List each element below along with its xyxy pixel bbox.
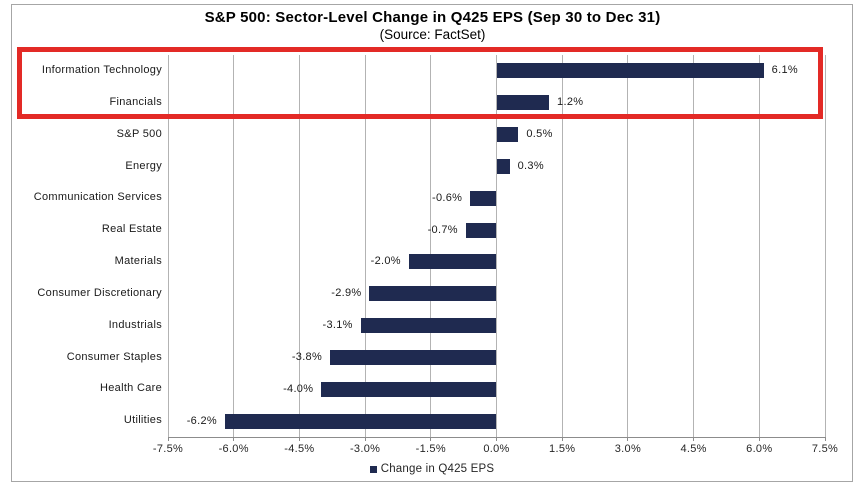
axis-tick — [693, 437, 695, 441]
value-label: -3.1% — [322, 319, 353, 332]
category-label: Communication Services — [33, 191, 162, 204]
category-label: Consumer Staples — [66, 350, 162, 363]
value-label: 6.1% — [771, 64, 798, 77]
axis-tick — [824, 437, 826, 441]
x-tick-label: -3.0% — [349, 443, 381, 455]
chart-frame — [11, 4, 853, 482]
category-label: Real Estate — [101, 223, 162, 236]
value-label: 0.5% — [526, 128, 553, 141]
x-tick-label: -7.5% — [152, 443, 184, 455]
axis-tick — [496, 437, 497, 441]
value-label: -0.7% — [427, 223, 458, 236]
category-label: Industrials — [108, 318, 162, 331]
bar — [496, 95, 550, 111]
chart-subtitle: (Source: FactSet) — [379, 27, 486, 42]
value-label: -2.0% — [370, 255, 401, 268]
x-tick-label: -4.5% — [284, 443, 315, 455]
axis-tick — [561, 437, 563, 441]
legend: Change in Q425 EPS — [11, 461, 853, 477]
value-label: -2.9% — [331, 287, 362, 300]
bar — [369, 286, 497, 302]
value-label: -0.6% — [431, 191, 463, 204]
bar — [465, 222, 497, 238]
bar — [321, 381, 497, 397]
x-tick-label: 7.5% — [811, 443, 839, 455]
value-label: -3.8% — [291, 350, 323, 363]
value-label: -4.0% — [283, 382, 314, 395]
gridline — [167, 55, 169, 437]
category-label: Energy — [125, 159, 162, 172]
x-tick-label: 0.0% — [483, 443, 510, 455]
axis-tick — [364, 437, 366, 441]
gridline — [693, 55, 695, 437]
gridline — [824, 55, 826, 437]
x-axis-tick-labels: -7.5% -6.0% -4.5% -3.0% -1.5% 0.0% 1.5% 3.0% 4.5… — [153, 443, 838, 457]
category-label: Information Technology — [41, 64, 162, 76]
category-label: Materials — [114, 255, 162, 267]
bar — [470, 190, 497, 206]
category-label: Financials — [109, 95, 162, 108]
axis-tick — [167, 437, 169, 441]
x-tick-label: -6.0% — [218, 443, 249, 455]
bar — [330, 349, 497, 365]
category-label: Consumer Discretionary — [37, 286, 162, 299]
x-tick-label: 6.0% — [746, 443, 773, 455]
category-label: Utilities — [123, 414, 162, 427]
bar — [496, 127, 519, 143]
gridline — [298, 55, 300, 437]
value-label: -6.2% — [186, 414, 217, 427]
bar — [496, 158, 510, 174]
bar — [360, 318, 497, 334]
axis-tick — [627, 437, 629, 441]
gridline — [233, 55, 235, 437]
legend-label: Change in Q425 EPS — [380, 463, 495, 475]
axis-tick — [758, 437, 760, 441]
x-tick-label: 1.5% — [549, 443, 576, 455]
gridline — [364, 55, 366, 437]
x-tick-label: -1.5% — [415, 443, 446, 455]
value-label: 1.2% — [557, 96, 584, 109]
bar — [224, 413, 497, 429]
axis-tick — [233, 437, 235, 441]
bar — [496, 63, 764, 79]
category-axis-labels: Information Technology Financials S&P 500 E… — [14, 55, 162, 437]
gridline — [430, 55, 432, 437]
chart-title: S&P 500: Sector-Level Change in Q425 EPS… — [204, 9, 661, 26]
plot-area: 6.1% 1.2% 0.5% 0.3% -0.6% -0.7% -2.0% -2.9% -3.1… — [167, 55, 826, 441]
axis-tick — [298, 437, 300, 441]
category-label: Health Care — [100, 382, 162, 395]
gridline — [758, 55, 760, 437]
highlight-box — [17, 47, 823, 119]
bar — [408, 254, 497, 270]
x-tick-label: 3.0% — [614, 443, 642, 455]
gridline — [561, 55, 563, 437]
x-tick-label: 4.5% — [680, 443, 707, 455]
gridline — [627, 55, 629, 437]
category-label: S&P 500 — [116, 127, 162, 140]
value-label: 0.3% — [517, 159, 544, 172]
legend-swatch-icon — [369, 465, 377, 473]
gridline — [496, 55, 497, 437]
axis-tick — [430, 437, 432, 441]
